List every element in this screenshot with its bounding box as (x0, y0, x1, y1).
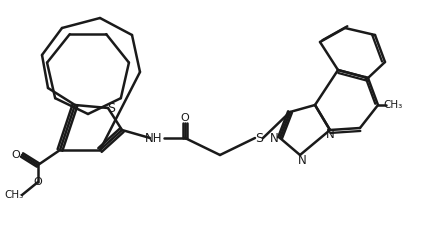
Text: O: O (181, 113, 190, 123)
Text: NH: NH (145, 132, 163, 145)
Text: N: N (270, 132, 278, 145)
Text: O: O (12, 150, 21, 160)
Text: CH₃: CH₃ (384, 100, 403, 110)
Text: S: S (255, 132, 263, 145)
Text: S: S (107, 101, 115, 114)
Text: O: O (34, 177, 42, 187)
Text: N: N (325, 127, 334, 140)
Text: N: N (298, 154, 306, 167)
Text: CH₃: CH₃ (4, 190, 24, 200)
